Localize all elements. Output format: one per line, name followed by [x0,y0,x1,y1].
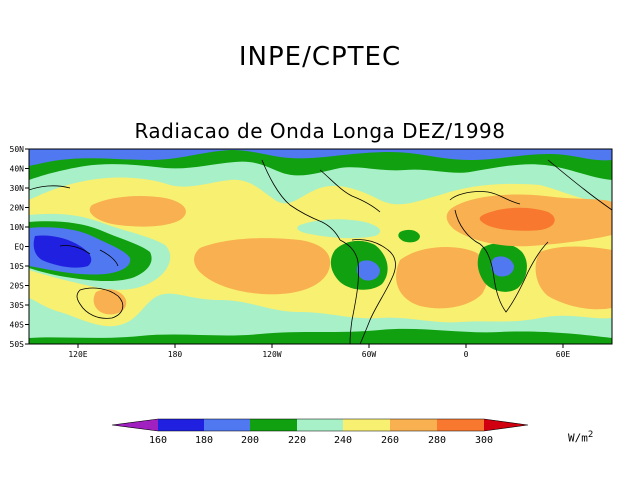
band-200-220-south [29,328,612,344]
colorbar-tick-label: 200 [241,435,259,446]
longitude-labels: 120E 180 120W 60W 0 60E [68,350,570,359]
coastline-east-asia [29,185,71,191]
band-160-180-warm-pool [33,235,92,268]
coastlines [29,159,612,344]
colorbar-labels: 160 180 200 220 240 260 280 300 [149,435,493,446]
colorbar-segment [390,419,437,431]
colorbar-tick-label: 300 [475,435,493,446]
colorbar-segment [437,419,484,431]
band-200-220-atlantic-itcz [398,229,420,243]
band-260-280-indian-ocean [535,246,612,310]
colorbar-tick-label: 280 [428,435,446,446]
lon-label: 60E [556,350,571,359]
band-260-280-south-atlantic [396,247,489,309]
coastline-africa [454,209,549,313]
band-260-280-nw-pacific [89,196,186,227]
lat-label: 10S [10,262,25,271]
lat-label: EQ [14,243,24,252]
band-220-240-east-pacific [297,219,381,239]
lat-label: 20N [10,204,25,213]
coastline-australia [76,287,124,319]
lon-label: 60W [362,350,377,359]
organization-title: INPE/CPTEC [238,42,402,72]
band-280-300-sahara [479,207,555,231]
coastline-americas-west [261,159,341,241]
band-180-200-amazon [356,260,380,281]
colorbar-segment [204,419,250,431]
olr-contour-field [29,149,612,344]
lat-label: 50S [10,340,25,349]
colorbar-tick-label: 180 [195,435,213,446]
map-title: Radiacao de Onda Longa DEZ/1998 [134,119,506,143]
band-180-200-north [29,149,612,166]
lat-label: 50N [10,145,25,154]
latitude-ticks [25,148,29,345]
units-base: W/m [568,431,588,445]
lat-label: 40N [10,165,25,174]
colorbar-min-arrow [112,419,158,431]
colorbar-segment [297,419,343,431]
coastline-maritime-continent [59,245,119,267]
colorbar-tick-label: 240 [334,435,352,446]
colorbar-segment [250,419,297,431]
colorbar-tick-label: 260 [381,435,399,446]
latitude-labels: 50N 40N 30N 20N 10N EQ 10S 20S 30S 40S 5… [10,145,25,349]
lon-label: 0 [464,350,469,359]
band-220-240-south [29,293,612,344]
colorbar-tick-label: 160 [149,435,167,446]
colorbar-units: W/m2 [568,430,593,445]
lat-label: 20S [10,282,25,291]
lat-label: 10N [10,223,25,232]
lat-label: 30N [10,184,25,193]
lat-label: 40S [10,321,25,330]
band-260-280-australia [93,289,127,315]
band-180-200-africa [490,256,514,277]
lon-label: 120E [68,350,87,359]
band-260-280-central-pacific [194,238,331,295]
colorbar: 160 180 200 220 240 260 280 300 [111,418,529,446]
coastline-asia [547,159,612,211]
colorbar-segment [158,419,204,431]
colorbar-segment [343,419,390,431]
coastline-north-america-east [319,169,381,213]
coastline-south-america-east [351,239,396,344]
units-exponent: 2 [587,430,594,440]
colorbar-max-arrow [484,419,528,431]
coastline-south-america-west [339,239,359,344]
longitude-ticks [77,344,564,348]
lat-label: 30S [10,301,25,310]
coastline-africa-north [449,191,521,205]
lon-label: 120W [262,350,281,359]
colorbar-tick-label: 220 [288,435,306,446]
lon-label: 180 [168,350,183,359]
